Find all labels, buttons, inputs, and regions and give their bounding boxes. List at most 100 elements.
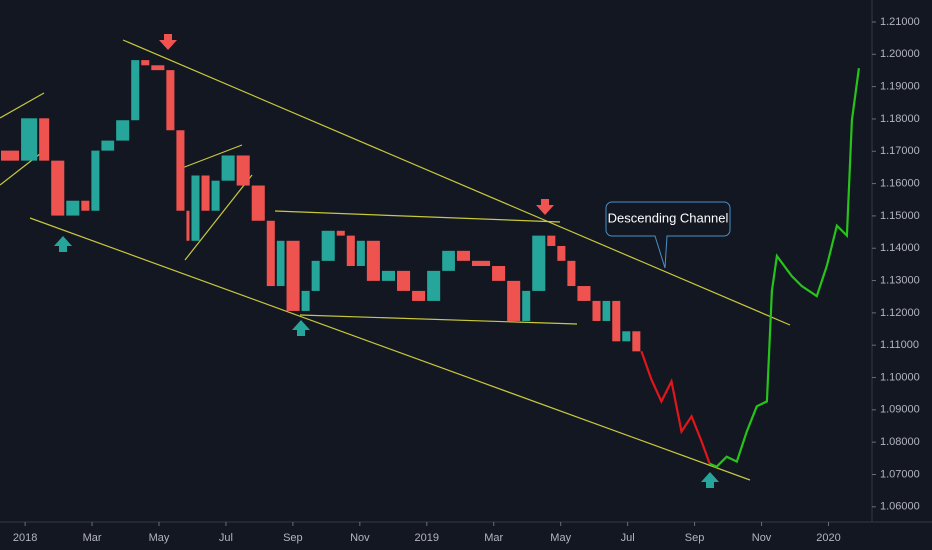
y-tick-label: 1.16000 bbox=[880, 177, 920, 189]
candle bbox=[507, 280, 521, 321]
candle bbox=[91, 150, 100, 211]
candle bbox=[101, 140, 115, 151]
candle bbox=[1, 150, 20, 161]
candle bbox=[66, 200, 80, 216]
candle bbox=[632, 331, 641, 352]
trend-line bbox=[181, 144, 243, 169]
candle bbox=[301, 290, 310, 311]
candle bbox=[211, 180, 220, 211]
price-marks bbox=[1, 60, 860, 468]
candle bbox=[366, 240, 380, 281]
candle bbox=[412, 290, 426, 301]
y-tick-label: 1.12000 bbox=[880, 307, 920, 319]
candle bbox=[266, 220, 275, 287]
candle bbox=[201, 175, 210, 211]
x-tick-label: Mar bbox=[83, 532, 102, 544]
candle bbox=[251, 185, 265, 221]
candle bbox=[176, 130, 185, 211]
x-tick-label: Jul bbox=[621, 532, 635, 544]
candle bbox=[141, 60, 150, 66]
trend-line bbox=[299, 314, 578, 325]
y-tick-label: 1.13000 bbox=[880, 274, 920, 286]
trend-line bbox=[0, 149, 46, 186]
x-tick-label: May bbox=[149, 532, 170, 544]
x-tick-label: Sep bbox=[283, 532, 303, 544]
y-tick-label: 1.09000 bbox=[880, 404, 920, 416]
candle bbox=[131, 60, 140, 121]
candle bbox=[221, 155, 235, 181]
price-line bbox=[640, 350, 711, 465]
candle bbox=[51, 160, 65, 216]
price-line bbox=[709, 68, 860, 468]
candle bbox=[622, 331, 631, 342]
candle bbox=[311, 260, 320, 291]
y-tick-label: 1.06000 bbox=[880, 501, 920, 513]
x-tick-label: Jul bbox=[219, 532, 233, 544]
trend-lines bbox=[0, 39, 791, 481]
candle bbox=[381, 270, 395, 281]
trend-line bbox=[274, 210, 561, 223]
y-tick-label: 1.14000 bbox=[880, 242, 920, 254]
callout-text: Descending Channel bbox=[608, 210, 729, 225]
candle bbox=[427, 270, 441, 301]
y-tick-label: 1.07000 bbox=[880, 468, 920, 480]
candle bbox=[567, 260, 576, 287]
candle bbox=[602, 300, 611, 321]
candle bbox=[276, 240, 285, 287]
candle bbox=[456, 250, 470, 261]
candle bbox=[522, 290, 531, 321]
candle bbox=[21, 118, 38, 161]
candle bbox=[612, 300, 621, 342]
x-tick-label: 2018 bbox=[13, 532, 37, 544]
trend-line bbox=[184, 174, 253, 261]
candle bbox=[286, 240, 300, 311]
candle bbox=[532, 235, 546, 291]
y-tick-label: 1.17000 bbox=[880, 145, 920, 157]
arrows bbox=[54, 34, 719, 488]
candle bbox=[396, 270, 411, 291]
x-tick-label: Mar bbox=[484, 532, 503, 544]
arrow-up bbox=[54, 236, 72, 252]
arrow-up bbox=[292, 320, 310, 336]
candle bbox=[577, 286, 591, 301]
candle bbox=[557, 245, 566, 261]
candle bbox=[547, 235, 556, 246]
arrow-up bbox=[701, 472, 719, 488]
trend-line bbox=[0, 92, 45, 119]
candle bbox=[471, 260, 491, 267]
candle bbox=[166, 70, 175, 131]
x-tick-label: Sep bbox=[685, 532, 705, 544]
callout bbox=[605, 201, 731, 269]
y-tick-label: 1.15000 bbox=[880, 210, 920, 222]
candle bbox=[39, 118, 50, 161]
candle bbox=[191, 175, 200, 241]
arrow-down bbox=[159, 34, 177, 50]
y-tick-label: 1.10000 bbox=[880, 371, 920, 383]
y-tick-label: 1.20000 bbox=[880, 48, 920, 60]
arrow-down bbox=[536, 199, 554, 215]
y-tick-label: 1.19000 bbox=[880, 81, 920, 93]
candle bbox=[492, 266, 506, 281]
y-tick-label: 1.08000 bbox=[880, 436, 920, 448]
y-tick-label: 1.18000 bbox=[880, 113, 920, 125]
channel-upper bbox=[122, 39, 791, 326]
candle bbox=[236, 155, 250, 186]
candle bbox=[81, 200, 90, 211]
candle bbox=[321, 230, 335, 261]
candle bbox=[186, 210, 190, 241]
x-tick-label: Nov bbox=[752, 532, 772, 544]
x-tick-label: 2020 bbox=[816, 532, 840, 544]
candle bbox=[442, 250, 455, 271]
candle bbox=[592, 300, 601, 321]
candle bbox=[116, 120, 130, 141]
x-tick-label: 2019 bbox=[415, 532, 439, 544]
x-tick-label: May bbox=[550, 532, 571, 544]
y-tick-label: 1.21000 bbox=[880, 16, 920, 28]
y-tick-label: 1.11000 bbox=[880, 339, 919, 351]
candle bbox=[336, 230, 345, 236]
candle bbox=[356, 240, 365, 267]
candle bbox=[346, 235, 355, 267]
channel-lower bbox=[29, 217, 751, 481]
